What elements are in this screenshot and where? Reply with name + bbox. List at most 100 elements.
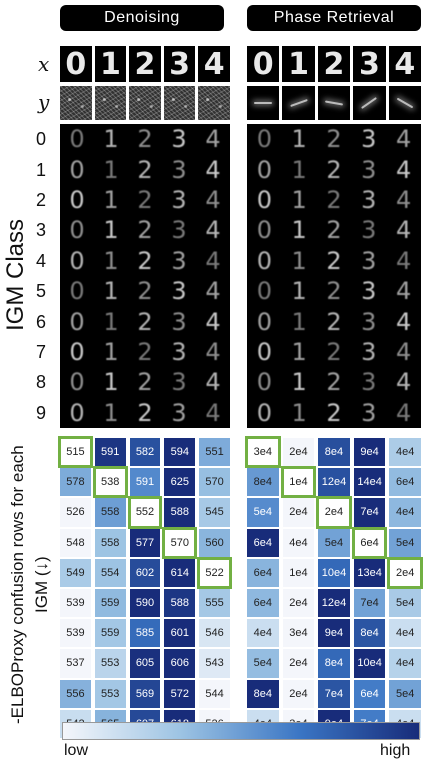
colorbar-low-label: low: [64, 742, 89, 759]
igm-sample-image: 1: [103, 307, 119, 336]
igm-sample-image: 0: [256, 216, 273, 245]
igm-sample-image: 2: [326, 398, 342, 427]
confusion-cell: 578: [60, 468, 91, 497]
igm-sample-image: 4: [205, 216, 221, 245]
confusion-cell: 546: [199, 619, 230, 648]
confusion-axis-title: -ELBOProxy confusion rows for each IGM (…: [8, 445, 51, 725]
igm-sample-image: 1: [291, 337, 307, 366]
igm-sample-image: 4: [395, 185, 412, 214]
highlight-box: 3e4: [245, 436, 281, 469]
fourier-measurement-image: [247, 86, 280, 120]
confusion-cell: 6e4: [353, 679, 386, 708]
confusion-cell: 8e4: [318, 438, 350, 467]
confusion-cell: 8e4: [247, 468, 279, 497]
igm-sample-image: 3: [361, 155, 377, 184]
x-digit-image: 2: [129, 46, 161, 82]
x-digit-image: 0: [60, 46, 92, 82]
confusion-cell: 570: [199, 468, 230, 497]
confusion-cell: 591: [129, 468, 161, 497]
confusion-cell: 544: [199, 679, 230, 708]
confusion-cell: 590: [129, 589, 161, 618]
confusion-cell: 2e4: [282, 589, 315, 618]
highlighted-value: 570: [170, 536, 189, 549]
confusion-cell: 549: [60, 558, 91, 587]
igm-sample-image: 2: [326, 368, 342, 397]
confusion-cell: 4e4: [389, 649, 421, 678]
confusion-cell: 9e4: [318, 619, 350, 648]
confusion-cell: 7e4: [353, 589, 386, 618]
confusion-cell: 2e4: [282, 498, 315, 527]
igm-sample-image: 3: [361, 185, 377, 214]
igm-sample-image: 2: [137, 337, 153, 366]
confusion-cell: 551: [199, 438, 230, 467]
igm-sample-image: 3: [171, 246, 187, 275]
confusion-cell: 559: [94, 619, 126, 648]
confusion-cell: 537: [60, 649, 91, 678]
igm-sample-image: 4: [205, 246, 221, 275]
confusion-cell: 588: [164, 589, 196, 618]
noisy-measurement-image: [94, 86, 127, 120]
igm-sample-image: 3: [171, 185, 187, 214]
igm-sample-image: 3: [171, 368, 187, 397]
confusion-cell: 2e4: [282, 438, 315, 467]
confusion-cell: 548: [60, 528, 91, 557]
igm-sample-image: 4: [205, 398, 221, 427]
igm-sample-image: 2: [137, 307, 153, 336]
confusion-cell: 582: [129, 438, 161, 467]
igm-sample-image: 1: [291, 246, 307, 275]
confusion-cell: 526: [60, 498, 91, 527]
y-images-denoising: [60, 86, 230, 120]
igm-sample-image: 1: [291, 368, 307, 397]
confusion-cell: 2e4: [282, 679, 315, 708]
class-label: 9: [35, 402, 46, 423]
igm-sample-image: 1: [103, 398, 119, 427]
confusion-cell: 5e4: [318, 528, 350, 557]
igm-sample-image: 4: [205, 337, 221, 366]
igm-sample-image: 0: [69, 216, 85, 245]
confusion-cell: 14e4: [353, 468, 386, 497]
class-label: 3: [35, 220, 46, 241]
highlighted-value: 515: [66, 446, 85, 459]
phase-retrieval-header: Phase Retrieval: [247, 5, 421, 31]
confusion-cell: 4e4: [282, 528, 315, 557]
highlighted-value: 538: [101, 476, 120, 489]
confusion-cell: 601: [164, 619, 196, 648]
igm-sample-image: 0: [256, 246, 273, 275]
confusion-cell: 594: [164, 438, 196, 467]
igm-sample-image: 0: [69, 337, 85, 366]
confusion-cell: 1e4: [282, 558, 315, 587]
noisy-measurement-image: [163, 86, 196, 120]
igm-sample-image: 0: [256, 398, 273, 427]
igm-sample-image: 4: [395, 246, 412, 275]
class-label: 7: [35, 342, 46, 362]
igm-sample-image: 3: [361, 246, 377, 275]
igm-sample-image: 1: [103, 337, 119, 366]
igm-sample-image: 4: [395, 398, 412, 427]
highlight-box: 2e4: [387, 556, 423, 589]
igm-sample-image: 1: [291, 398, 307, 427]
x-digit-image: 1: [282, 46, 315, 82]
igm-sample-image: 3: [171, 337, 187, 366]
confusion-cell: 591: [94, 438, 126, 467]
igm-sample-image: 3: [171, 155, 187, 184]
confusion-cell: 8e4: [353, 619, 386, 648]
igm-sample-image: 0: [256, 368, 273, 397]
confusion-cell: 558: [94, 498, 126, 527]
igm-sample-image: 3: [361, 398, 377, 427]
confusion-cell: 5e4: [247, 498, 279, 527]
confusion-cell: 6e4: [389, 468, 421, 497]
colorbar-high-label: high: [380, 742, 411, 759]
igm-sample-image: 0: [256, 125, 273, 154]
igm-sample-image: 4: [395, 216, 412, 245]
igm-sample-image: 2: [326, 125, 342, 154]
confusion-cell: 3e4: [282, 619, 315, 648]
igm-sample-image: 2: [137, 398, 153, 427]
class-label: 6: [35, 311, 46, 332]
confusion-cell: 543: [199, 649, 230, 678]
class-label: 0: [35, 129, 46, 150]
igm-sample-image: 4: [205, 185, 221, 214]
confusion-cell: 559: [94, 589, 126, 618]
igm-sample-image: 3: [171, 307, 187, 336]
denoising-confusion-matrix: 5155915825945515785385916255705265585525…: [58, 436, 232, 738]
